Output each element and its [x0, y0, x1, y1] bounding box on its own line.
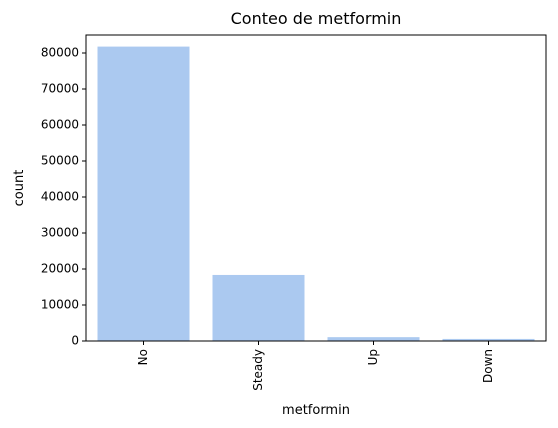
y-tick-label: 40000	[41, 190, 79, 204]
y-tick-label: 80000	[41, 46, 79, 60]
x-axis-label: metformin	[282, 403, 350, 418]
y-tick-label: 20000	[41, 262, 79, 276]
x-tick-label: No	[136, 349, 150, 365]
y-axis: 0 10000 20000 30000 40000 50000 60000 70000 8000…	[41, 46, 86, 348]
x-tick-label: Up	[366, 349, 380, 365]
x-tick-label: Steady	[251, 349, 265, 391]
bar-steady	[212, 274, 305, 341]
y-tick-label: 70000	[41, 82, 79, 96]
y-tick-label: 0	[71, 334, 79, 348]
y-tick-label: 10000	[41, 298, 79, 312]
bars-group	[97, 46, 535, 341]
chart-title: Conteo de metformin	[231, 9, 402, 28]
y-tick-label: 30000	[41, 226, 79, 240]
bar-no	[97, 46, 190, 341]
x-axis: No Steady Up Down	[136, 341, 495, 391]
y-tick-label: 60000	[41, 118, 79, 132]
y-axis-label: count	[12, 170, 27, 207]
bar-down	[442, 338, 535, 341]
x-tick-label: Down	[481, 349, 495, 383]
plot-frame	[85, 34, 547, 342]
bar-up	[327, 337, 420, 341]
y-tick-label: 50000	[41, 154, 79, 168]
